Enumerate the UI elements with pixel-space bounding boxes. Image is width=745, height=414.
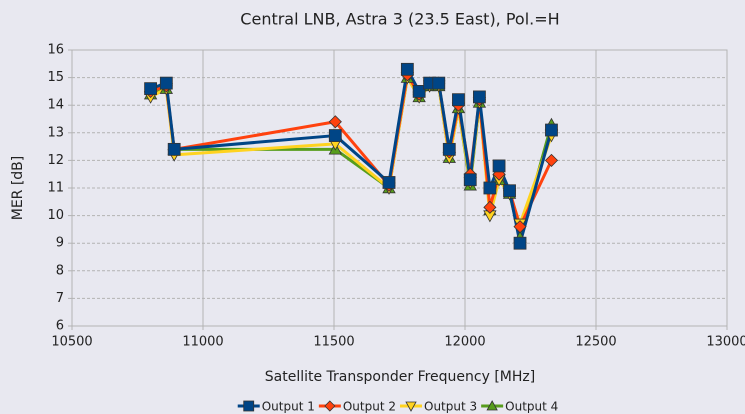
y-tick-label: 6 — [56, 319, 64, 334]
marker — [452, 93, 465, 107]
x-tick-label: 10500 — [51, 335, 92, 350]
y-tick-label: 15 — [47, 70, 64, 85]
marker — [545, 123, 558, 137]
y-tick-label: 12 — [47, 153, 64, 168]
x-tick-label: 12500 — [575, 335, 616, 350]
legend-item: Output 3 — [400, 400, 477, 414]
legend-item: Output 4 — [481, 400, 558, 414]
marker — [144, 82, 158, 96]
marker — [442, 142, 456, 156]
y-tick-label: 14 — [47, 98, 64, 113]
legend-label: Output 1 — [262, 400, 315, 414]
x-tick-label: 11000 — [182, 335, 223, 350]
marker — [463, 173, 477, 187]
legend-label: Output 4 — [505, 400, 558, 414]
legend-item: Output 1 — [237, 400, 315, 414]
marker — [432, 76, 446, 90]
y-axis-title: MER [dB] — [10, 156, 26, 221]
legend-marker — [324, 400, 336, 412]
legend-marker — [405, 401, 417, 412]
marker — [473, 90, 486, 104]
y-tick-label: 16 — [47, 43, 64, 58]
marker — [328, 115, 342, 129]
legend-marker — [243, 400, 255, 412]
legend-label: Output 2 — [343, 400, 396, 414]
marker — [503, 184, 516, 198]
x-tick-label: 11500 — [313, 335, 354, 350]
legend-marker — [486, 400, 498, 411]
marker — [513, 220, 527, 234]
marker — [167, 142, 181, 156]
marker — [400, 62, 414, 76]
x-tick-label: 12000 — [444, 335, 485, 350]
marker — [159, 76, 173, 90]
y-tick-label: 10 — [47, 208, 64, 223]
y-tick-label: 13 — [47, 125, 64, 140]
legend-item: Output 2 — [318, 400, 396, 414]
y-tick-label: 9 — [56, 236, 64, 251]
y-tick-label: 7 — [56, 291, 64, 306]
marker — [412, 85, 426, 98]
y-tick-label: 8 — [56, 263, 64, 278]
marker — [492, 159, 506, 173]
x-tick-label: 13000 — [706, 335, 745, 350]
marker — [382, 176, 396, 189]
chart-title: Central LNB, Astra 3 (23.5 East), Pol.=H — [240, 10, 559, 29]
marker — [483, 181, 497, 195]
legend: Output 1 Output 2 Output 3 Output 4 — [237, 400, 558, 414]
marker — [328, 129, 342, 142]
marker — [483, 200, 497, 214]
marker — [544, 153, 559, 167]
y-tick-label: 11 — [47, 181, 64, 196]
legend-label: Output 3 — [424, 400, 477, 414]
marker — [513, 236, 527, 250]
x-axis-title: Satellite Transponder Frequency [MHz] — [265, 369, 535, 385]
